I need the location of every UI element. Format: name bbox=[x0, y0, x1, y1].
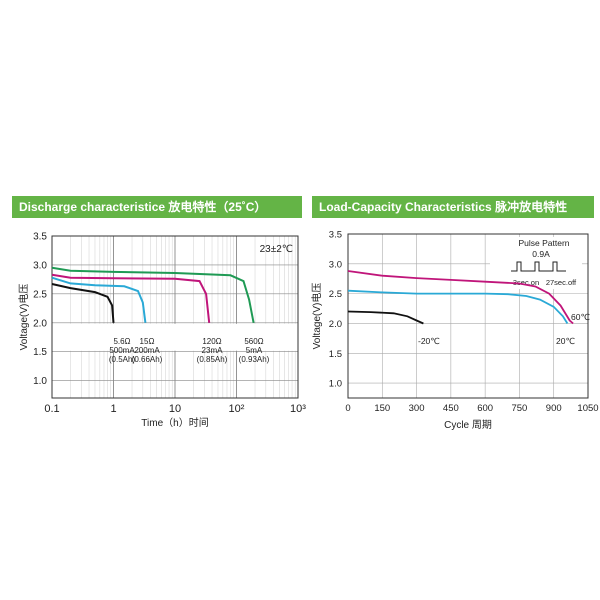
y-tick-label: 2.0 bbox=[329, 319, 342, 330]
series-line-2 bbox=[347, 310, 424, 325]
x-tick-label: 1 bbox=[110, 403, 116, 415]
pulse-inset-current: 0.9A bbox=[532, 249, 550, 259]
x-tick-label: 450 bbox=[443, 403, 459, 414]
discharge-chart-title: Discharge characteristice 放电特性（25˚C） bbox=[12, 196, 302, 218]
series-label-minus20: -20℃ bbox=[418, 336, 440, 346]
discharge-panel: Discharge characteristice 放电特性（25˚C） bbox=[12, 196, 302, 218]
y-tick-label: 3.5 bbox=[329, 230, 342, 241]
annotation-current: 500mA bbox=[109, 346, 135, 355]
x-tick-label: 150 bbox=[374, 403, 390, 414]
x-tick-label: 1050 bbox=[577, 403, 598, 414]
pulse-inset-off: 27sec.off bbox=[546, 278, 577, 287]
series-line-0 bbox=[347, 270, 574, 325]
x-axis-label: Time（h）时间 bbox=[141, 416, 208, 429]
x-tick-label: 0.1 bbox=[44, 403, 59, 415]
y-tick-label: 2.0 bbox=[33, 318, 47, 329]
condition-label: 23±2℃ bbox=[260, 244, 293, 255]
x-axis-label: Cycle 周期 bbox=[444, 419, 492, 431]
annotation-resistance: 15Ω bbox=[140, 337, 155, 346]
pulse-inset-on: 3sec.on bbox=[513, 278, 539, 287]
y-tick-label: 2.5 bbox=[329, 289, 342, 300]
y-tick-label: 2.5 bbox=[33, 289, 47, 300]
plot-frame bbox=[347, 233, 589, 399]
annotation-resistance: 5.6Ω bbox=[113, 337, 130, 346]
plot-frame bbox=[51, 235, 299, 399]
annotation-area bbox=[53, 323, 297, 351]
y-axis-label: Voltage(V)电压 bbox=[17, 284, 30, 351]
y-tick-label: 1.0 bbox=[33, 376, 47, 387]
series-line-3 bbox=[51, 266, 255, 323]
annotation-capacity: (0.93Ah) bbox=[239, 355, 270, 364]
x-tick-label: 10² bbox=[229, 403, 245, 415]
annotation-current: 23mA bbox=[202, 346, 224, 355]
y-tick-label: 1.5 bbox=[33, 347, 47, 358]
annotation-resistance: 560Ω bbox=[244, 337, 263, 346]
x-tick-label: 10 bbox=[169, 403, 181, 415]
annotation-capacity: (0.85Ah) bbox=[197, 355, 228, 364]
annotation-capacity: (0.66Ah) bbox=[132, 355, 163, 364]
annotation-resistance: 120Ω bbox=[202, 337, 221, 346]
annotation-current: 200mA bbox=[134, 346, 160, 355]
y-axis-label: Voltage(V)电压 bbox=[310, 283, 323, 350]
pulse-waveform bbox=[511, 261, 566, 272]
y-tick-label: 3.0 bbox=[329, 259, 342, 270]
series-line-2 bbox=[51, 273, 211, 323]
x-tick-label: 300 bbox=[409, 403, 425, 414]
series-label-20: 20℃ bbox=[556, 336, 575, 346]
annotation-current: 5mA bbox=[246, 346, 263, 355]
pulse-inset-bg bbox=[490, 237, 582, 289]
x-tick-label: 600 bbox=[477, 403, 493, 414]
y-tick-label: 1.5 bbox=[329, 349, 342, 360]
load-capacity-panel: Load-Capacity Characteristics 脉冲放电特性 bbox=[312, 196, 594, 218]
y-tick-label: 3.5 bbox=[33, 232, 47, 243]
x-tick-label: 750 bbox=[511, 403, 527, 414]
series-label-60: 60℃ bbox=[571, 312, 590, 322]
x-tick-label: 0 bbox=[345, 403, 350, 414]
annotation-capacity: (0.5Ah) bbox=[109, 355, 136, 364]
series-line-0 bbox=[51, 283, 115, 323]
x-tick-label: 10³ bbox=[290, 403, 306, 415]
y-tick-label: 3.0 bbox=[33, 260, 47, 271]
y-tick-label: 1.0 bbox=[329, 379, 342, 390]
series-line-1 bbox=[51, 276, 147, 323]
load-capacity-chart-title: Load-Capacity Characteristics 脉冲放电特性 bbox=[312, 196, 594, 218]
series-line-1 bbox=[347, 289, 569, 324]
pulse-inset-title: Pulse Pattern bbox=[518, 238, 569, 248]
x-tick-label: 900 bbox=[546, 403, 562, 414]
